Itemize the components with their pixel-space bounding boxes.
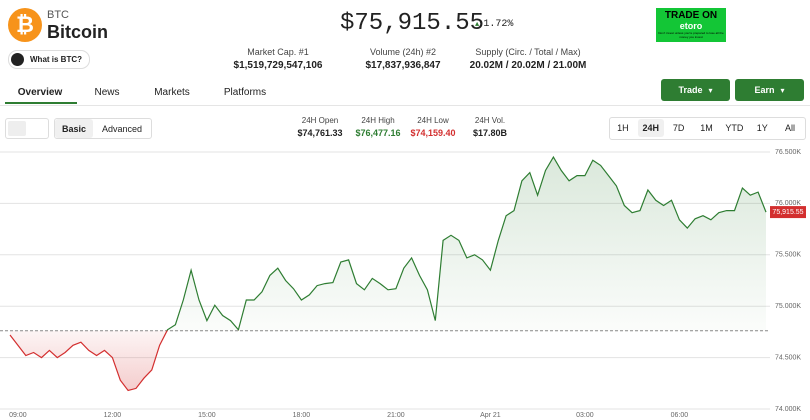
ad-brand: etoro <box>679 21 703 31</box>
day-stat-value: $74,761.33 <box>297 128 343 138</box>
tab-underline <box>5 102 77 104</box>
y-tick-label: 76.500K <box>775 149 801 156</box>
x-tick-label: 12:00 <box>104 412 122 419</box>
range-option[interactable]: 7D <box>672 123 685 133</box>
caret: ▾ <box>780 85 785 95</box>
last-price-label: 75,915.55 <box>772 209 803 216</box>
coin-name: Bitcoin <box>47 22 108 42</box>
day-stat-label: 24H Open <box>301 116 339 125</box>
price-line <box>9 155 767 392</box>
price-area <box>10 157 766 391</box>
tab[interactable]: Markets <box>154 87 190 98</box>
range-option[interactable]: All <box>785 123 796 133</box>
stat-label: Supply (Circ. / Total / Max) <box>475 47 581 57</box>
ad-disclaimer: Don't invest unless you're prepared to l… <box>658 31 724 39</box>
range-option[interactable]: 1M <box>700 123 713 133</box>
change: ▲ 1.72% <box>475 19 514 30</box>
mode-option[interactable]: Advanced <box>101 123 143 134</box>
stat-value: $17,837,936,847 <box>365 60 441 71</box>
x-tick-label: 15:00 <box>198 412 216 419</box>
tab[interactable]: Overview <box>17 87 63 98</box>
range-option[interactable]: YTD <box>725 123 744 133</box>
divider <box>0 105 810 106</box>
y-tick-label: 76.000K <box>775 200 801 207</box>
symbol: BTC <box>47 9 69 21</box>
day-stat-value: $76,477.16 <box>355 128 401 138</box>
ad[interactable]: TRADE ON etoro Don't invest unless you'r… <box>656 8 726 42</box>
what-is-text: What is BTC? <box>30 55 82 64</box>
range-group <box>609 117 806 140</box>
change-value: 1.72% <box>483 19 514 30</box>
stat-label: Volume (24h) #2 <box>369 47 437 57</box>
stat-label: Market Cap. #1 <box>247 47 309 57</box>
range-option[interactable]: 1Y <box>756 123 768 133</box>
button-label: Earn <box>754 85 775 95</box>
tab[interactable]: Platforms <box>223 87 267 98</box>
day-stat-value: $74,159.40 <box>410 128 456 138</box>
day-stat-label: 24H Low <box>417 116 449 125</box>
action-button[interactable]: Trade ▾ <box>661 79 730 101</box>
x-tick-label: 09:00 <box>9 412 27 419</box>
y-tick-label: 74.000K <box>775 406 801 413</box>
stat-value: $1,519,729,547,106 <box>233 60 323 71</box>
what-is-button[interactable]: What is BTC? <box>8 50 90 69</box>
range-option[interactable]: 24H <box>637 119 664 137</box>
price: $75,915.55 <box>340 10 485 37</box>
tab[interactable]: News <box>94 87 120 98</box>
day-stat-value: $17.80B <box>472 128 508 138</box>
button-label: Trade <box>678 85 703 95</box>
range-option[interactable]: 1H <box>617 123 629 133</box>
caret: ▾ <box>708 85 713 95</box>
x-tick-label: 06:00 <box>671 412 689 419</box>
last-price-marker <box>770 206 806 219</box>
action-button[interactable]: Earn ▾ <box>735 79 804 101</box>
y-tick-label: 75.500K <box>775 252 801 259</box>
x-tick-label: Apr 21 <box>480 412 501 419</box>
day-stat-label: 24H Vol. <box>474 116 506 125</box>
y-tick-label: 75.000K <box>775 303 801 310</box>
x-tick-label: 18:00 <box>293 412 311 419</box>
mode-toggle <box>54 118 152 139</box>
btc-logo: ₿ <box>8 8 42 42</box>
day-stat-label: 24H High <box>361 116 395 125</box>
y-tick-label: 74.500K <box>775 354 801 361</box>
stat-value: 20.02M / 20.02M / 21.00M <box>469 60 587 71</box>
mode-option[interactable]: Basic <box>55 119 93 138</box>
x-tick-label: 03:00 <box>576 412 594 419</box>
ad-title: TRADE ON <box>664 10 718 21</box>
chart-type-toggle[interactable] <box>5 118 49 139</box>
x-tick-label: 21:00 <box>387 412 405 419</box>
